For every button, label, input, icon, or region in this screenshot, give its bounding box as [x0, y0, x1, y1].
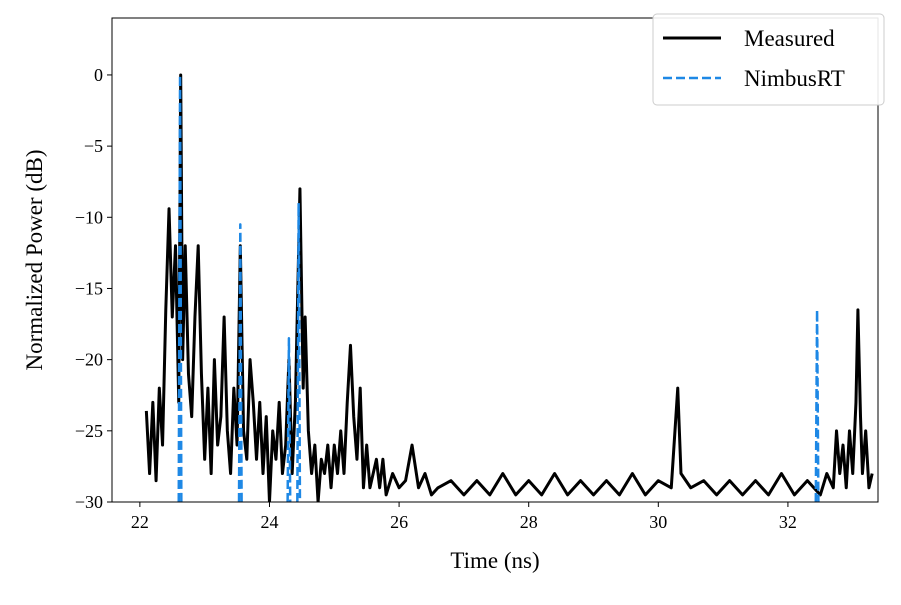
y-tick-label: −25: [75, 421, 103, 441]
y-tick-label: −10: [75, 207, 103, 227]
series-line: [144, 73, 874, 502]
plot-frame: [111, 17, 879, 503]
x-tick-label: 26: [390, 512, 408, 532]
x-tick-label: 28: [520, 512, 538, 532]
legend-label: Measured: [744, 26, 835, 51]
x-axis-label: Time (ns): [450, 548, 539, 573]
x-tick-label: 24: [260, 512, 278, 532]
y-tick-label: −15: [75, 278, 103, 298]
y-axis-label: Normalized Power (dB): [22, 150, 47, 371]
legend: Measured NimbusRT: [652, 13, 885, 106]
legend-label: NimbusRT: [744, 66, 845, 91]
series-line: [177, 73, 820, 502]
y-tick-label: 0: [94, 65, 103, 85]
x-tick-label: 30: [649, 512, 667, 532]
x-tick-label: 22: [131, 512, 149, 532]
x-tick-label: 32: [779, 512, 797, 532]
y-tick-label: −30: [75, 492, 103, 512]
y-tick-label: −5: [84, 136, 103, 156]
y-tick-label: −20: [75, 350, 103, 370]
